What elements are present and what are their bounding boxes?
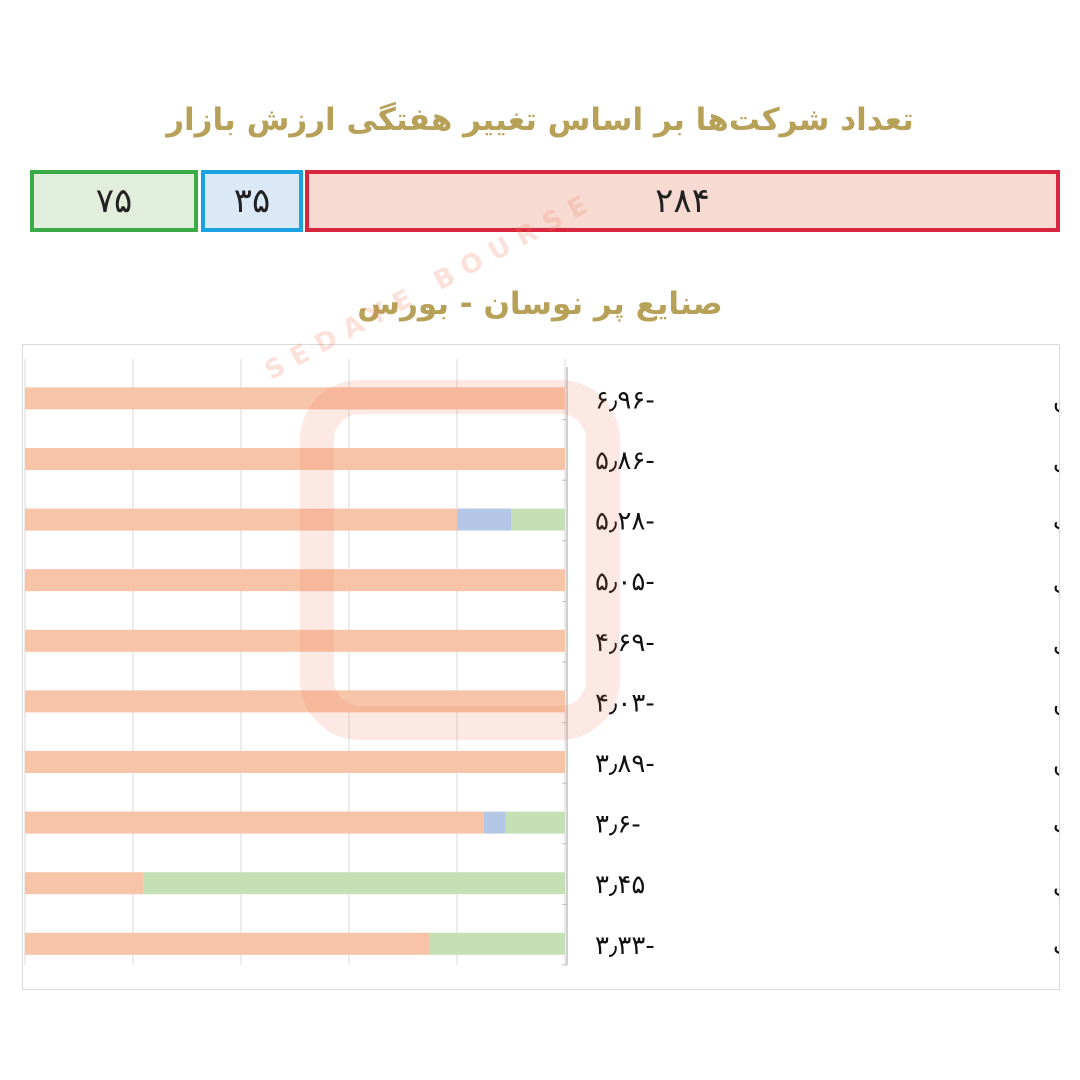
category-label: محصولات کاغذی [1053, 629, 1059, 657]
positive-count-box: ۷۵ [30, 170, 198, 232]
neutral-count: ۳۵ [233, 181, 271, 221]
value-label: ۳٫۳۳- [595, 931, 655, 961]
value-label: ۳٫۸۹- [595, 749, 655, 779]
bar-segment-3-3 [511, 508, 565, 531]
bar-segment-6-1 [25, 690, 565, 713]
bar-segment-8-1 [25, 811, 484, 834]
summary-title: تعداد شرکت‌ها بر اساس تغییر هفتگی ارزش ب… [166, 102, 914, 138]
value-label: ۵٫۰۵- [595, 567, 655, 597]
bar-segment-8-2 [484, 811, 506, 834]
bar-segment-10-3 [430, 932, 565, 955]
bar-segment-5-1 [25, 629, 565, 652]
value-label: ۳٫۶- [595, 810, 641, 840]
chart-frame: ۶٫۹۶-ساخت رادیو و تلویزیون۵٫۸۶-حمل و نقل… [22, 344, 1060, 990]
category-label: ماشین آلات و تجهیزات [1053, 507, 1059, 536]
category-label: استخراج نفت، گاز و خدمات جنبي [1053, 568, 1059, 596]
category-label: حمل و نقل و انبارداری [1053, 447, 1059, 475]
category-label: رایانه و فعالیتهای وابسته به آن [1053, 688, 1059, 717]
bar-segment-9-1 [25, 872, 144, 895]
category-label: فرآورده های نفتي [1053, 870, 1059, 899]
bar-segment-2-1 [25, 447, 565, 470]
watermark-logo [300, 380, 620, 740]
negative-count-box: ۲۸۴ [305, 170, 1060, 232]
value-label: ۵٫۸۶- [595, 446, 655, 476]
bar-segment-3-1 [25, 508, 457, 531]
bar-segment-4-1 [25, 569, 565, 592]
category-label: مخابرات [1053, 932, 1059, 960]
bar-segment-3-2 [457, 508, 511, 531]
category-label: ساخت رادیو و تلویزیون [1053, 386, 1059, 414]
value-label: ۵٫۲۸- [595, 507, 655, 537]
category-label: استخراج سایر معادن [1053, 750, 1059, 778]
category-label: خودرو و ساخت قطعات [1053, 811, 1059, 839]
bar-segment-10-1 [25, 932, 430, 955]
positive-count: ۷۵ [95, 181, 133, 221]
industries-bar-chart: ۶٫۹۶-ساخت رادیو و تلویزیون۵٫۸۶-حمل و نقل… [24, 359, 1059, 966]
value-label: ۴٫۶۹- [595, 628, 655, 658]
neutral-count-box: ۳۵ [201, 170, 303, 232]
bar-segment-1-1 [25, 387, 565, 410]
bar-segment-9-3 [143, 872, 566, 895]
chart-title: صنایع پر نوسان - بورس [357, 286, 723, 322]
bar-segment-7-1 [25, 750, 565, 773]
value-label: ۳٫۴۵ [595, 870, 645, 900]
negative-count: ۲۸۴ [655, 181, 710, 221]
bar-segment-8-3 [505, 811, 565, 834]
